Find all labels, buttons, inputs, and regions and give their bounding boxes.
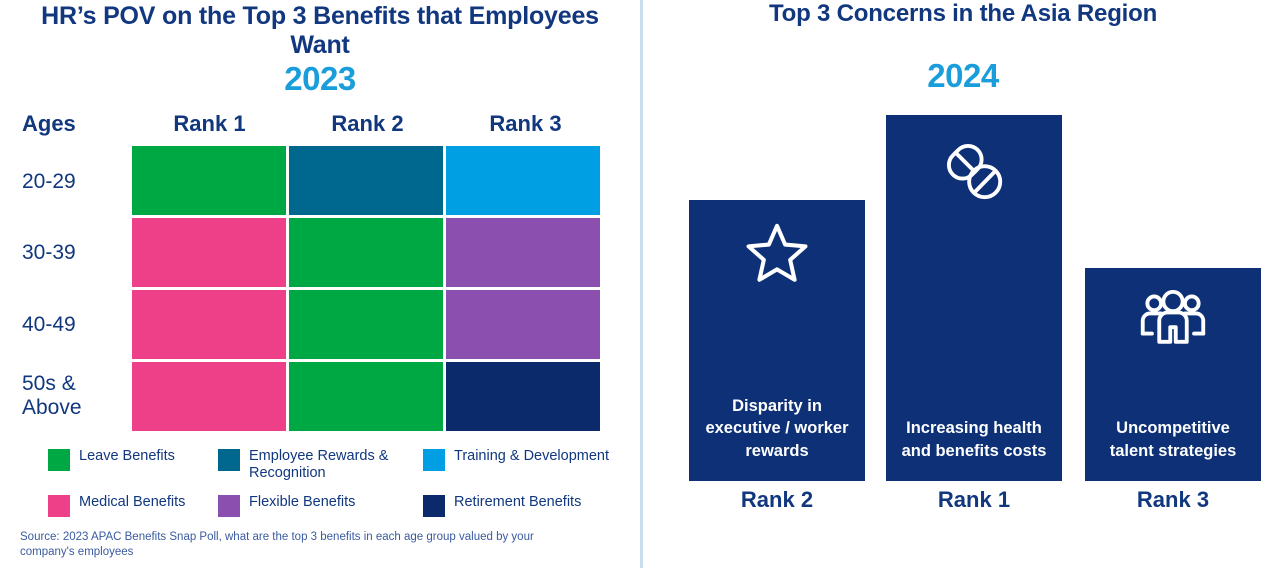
age-label-40-49: 40-49 xyxy=(22,313,76,336)
matrix-cell xyxy=(446,218,600,287)
matrix-cell xyxy=(132,290,286,359)
right-panel-year: 2024 xyxy=(927,57,999,94)
ages-column-header: Ages xyxy=(22,111,76,136)
star-icon xyxy=(746,222,808,287)
right-panel-title: Top 3 Concerns in the Asia Region xyxy=(768,0,1158,27)
legend-swatch xyxy=(423,449,445,471)
people-group-icon xyxy=(1140,289,1206,351)
matrix-cell xyxy=(446,290,600,359)
rank-2-header: Rank 2 xyxy=(331,111,404,136)
age-label-30-39: 30-39 xyxy=(22,241,76,264)
legend-swatch xyxy=(48,449,70,471)
pills-icon xyxy=(940,137,1008,210)
matrix-cell xyxy=(132,362,286,431)
rank-label-bar-3: Rank 3 xyxy=(1136,487,1210,512)
rank-1-header: Rank 1 xyxy=(173,111,246,136)
matrix-cell xyxy=(289,290,443,359)
rank-3-header: Rank 3 xyxy=(489,111,562,136)
benefits-legend: Leave Benefits Employee Rewards & Recogn… xyxy=(48,448,628,517)
benefits-matrix xyxy=(132,146,600,431)
legend-item: Medical Benefits xyxy=(48,494,218,517)
matrix-cell xyxy=(132,146,286,215)
legend-label: Retirement Benefits xyxy=(454,493,582,510)
concern-bar-label: Increasing health and benefits costs xyxy=(901,419,1047,461)
legend-swatch xyxy=(218,449,240,471)
rank-label-bar-2: Rank 1 xyxy=(937,487,1011,512)
legend-item: Employee Rewards & Recognition xyxy=(218,448,423,482)
legend-label: Medical Benefits xyxy=(79,493,186,510)
rank-label-bar-1: Rank 2 xyxy=(740,487,814,512)
age-label-20-29: 20-29 xyxy=(22,170,76,193)
concern-bar-rank-2: Disparity in executive / worker rewards xyxy=(689,200,865,481)
matrix-cell xyxy=(289,362,443,431)
concern-bar-label: Disparity in executive / worker rewards xyxy=(705,396,849,461)
legend-label: Leave Benefits xyxy=(79,448,175,464)
matrix-cell xyxy=(446,362,600,431)
concern-bar-label: Uncompetitive talent strategies xyxy=(1109,419,1237,461)
matrix-cell xyxy=(289,218,443,287)
legend-swatch xyxy=(48,494,70,517)
left-panel: HR’s POV on the Top 3 Benefits that Empl… xyxy=(20,2,628,559)
matrix-cell xyxy=(446,146,600,215)
legend-swatch xyxy=(218,494,240,517)
concern-bar-rank-3: Uncompetitive talent strategies xyxy=(1085,268,1261,481)
left-panel-year: 2023 xyxy=(284,60,356,97)
legend-label: Employee Rewards & Recognition xyxy=(249,448,389,481)
legend-label: Flexible Benefits xyxy=(249,493,356,510)
panel-divider xyxy=(640,0,643,568)
legend-item: Leave Benefits xyxy=(48,448,218,482)
concern-bar-rank-1: Increasing health and benefits costs xyxy=(886,115,1062,481)
right-panel: Top 3 Concerns in the Asia Region 2024 D… xyxy=(643,0,1280,568)
age-label-50s-above: 50s & Above xyxy=(22,372,82,420)
legend-item: Flexible Benefits xyxy=(218,494,423,517)
matrix-cell xyxy=(132,218,286,287)
legend-item: Retirement Benefits xyxy=(423,494,623,517)
left-panel-title: HR’s POV on the Top 3 Benefits that Empl… xyxy=(41,2,599,59)
legend-item: Training & Development xyxy=(423,448,623,482)
matrix-cell xyxy=(289,146,443,215)
legend-label: Training & Development xyxy=(454,448,610,464)
legend-swatch xyxy=(423,494,445,517)
left-panel-source: Source: 2023 APAC Benefits Snap Poll, wh… xyxy=(20,531,534,559)
